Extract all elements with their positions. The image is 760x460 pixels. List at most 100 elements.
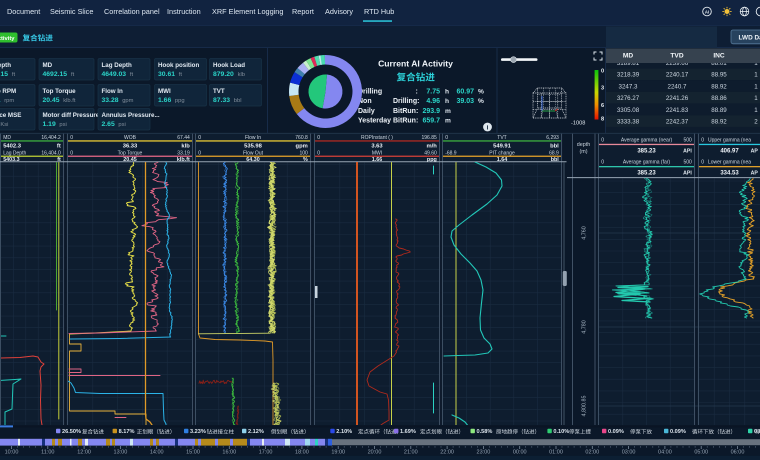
- svg-text:15:00: 15:00: [186, 450, 200, 456]
- svg-text:10:00: 10:00: [5, 450, 19, 456]
- svg-text:2240.7: 2240.7: [668, 83, 687, 90]
- svg-text:20.45: 20.45: [123, 157, 137, 163]
- svg-text:Average gamma (near): Average gamma (near): [621, 138, 673, 144]
- svg-text:Top Torque: Top Torque: [118, 151, 143, 157]
- svg-text:88.92: 88.92: [711, 83, 727, 90]
- svg-text:6,293: 6,293: [546, 135, 559, 141]
- svg-text:88.86: 88.86: [711, 95, 727, 102]
- svg-text:Seismic Slice: Seismic Slice: [50, 7, 93, 16]
- svg-text:406.97: 406.97: [720, 149, 739, 155]
- svg-text:33.19: 33.19: [177, 151, 190, 157]
- svg-text:h: h: [445, 98, 449, 105]
- svg-text:BitRun:: BitRun:: [393, 108, 418, 115]
- svg-text:88.95: 88.95: [711, 72, 727, 79]
- svg-text:293.9: 293.9: [422, 108, 440, 115]
- svg-text:Hook Load: Hook Load: [213, 62, 245, 69]
- svg-text:ft: ft: [12, 72, 16, 78]
- svg-text:535.98: 535.98: [244, 143, 263, 149]
- svg-text:0: 0: [70, 135, 73, 141]
- svg-text:rpm: rpm: [4, 98, 14, 104]
- svg-text:%: %: [303, 157, 308, 163]
- svg-text:0: 0: [317, 135, 320, 141]
- svg-text:68.9: 68.9: [549, 151, 559, 157]
- svg-text:88.89: 88.89: [711, 107, 727, 114]
- svg-text:bbl: bbl: [550, 143, 559, 149]
- svg-text:60.97: 60.97: [456, 89, 474, 96]
- svg-text:16,404.2: 16,404.2: [41, 135, 61, 141]
- svg-text:3305.08: 3305.08: [617, 107, 640, 114]
- svg-text:385.23: 385.23: [637, 171, 656, 177]
- svg-text:Pump RPM: Pump RPM: [0, 88, 16, 95]
- svg-text:4,800.85: 4,800.85: [582, 396, 588, 417]
- svg-text:16,404.0: 16,404.0: [41, 151, 61, 157]
- svg-text:18:00: 18:00: [295, 450, 309, 456]
- svg-text:87.33: 87.33: [213, 97, 230, 104]
- svg-text:4,760: 4,760: [582, 226, 588, 240]
- svg-text:1.66: 1.66: [158, 97, 171, 104]
- svg-text:88.01: 88.01: [711, 60, 727, 67]
- svg-text:Top Torque: Top Torque: [43, 88, 77, 95]
- svg-text:AP: AP: [751, 149, 759, 155]
- svg-text:ft: ft: [71, 72, 75, 78]
- svg-text:4693.15: 4693.15: [0, 71, 8, 78]
- svg-text:6: 6: [601, 103, 604, 109]
- svg-text:549.91: 549.91: [493, 143, 512, 149]
- svg-text:4649.03: 4649.03: [102, 71, 127, 78]
- svg-text:334.53: 334.53: [720, 171, 739, 177]
- svg-text:1: 1: [754, 83, 758, 90]
- svg-text:Motor diff Pressure: Motor diff Pressure: [43, 112, 100, 119]
- svg-text:1.64: 1.64: [497, 157, 508, 163]
- svg-text:INC: INC: [713, 53, 725, 60]
- svg-text:Ksi: Ksi: [0, 122, 8, 128]
- svg-text:39.03: 39.03: [456, 98, 474, 105]
- svg-text:-68.9: -68.9: [445, 151, 457, 157]
- svg-text:22:00: 22:00: [440, 450, 454, 456]
- svg-text:3.23%: 3.23%: [190, 429, 206, 435]
- svg-text:Daily: Daily: [358, 108, 375, 115]
- svg-text:2240.17: 2240.17: [666, 72, 689, 79]
- svg-text:2.65: 2.65: [102, 121, 115, 128]
- svg-text:0.09%: 0.09%: [670, 429, 686, 435]
- svg-text:1: 1: [754, 72, 758, 79]
- svg-text:API: API: [683, 149, 692, 155]
- svg-text:1: 1: [754, 107, 758, 114]
- svg-text:1.19: 1.19: [43, 121, 56, 128]
- svg-text:MWI: MWI: [158, 88, 171, 95]
- svg-text:0: 0: [601, 159, 604, 165]
- svg-text:Flow Out: Flow Out: [243, 151, 264, 157]
- svg-text:500: 500: [683, 138, 692, 144]
- svg-text:2241.83: 2241.83: [666, 107, 689, 114]
- svg-text:klb: klb: [238, 72, 245, 78]
- svg-text:BitRun:: BitRun:: [393, 118, 418, 125]
- svg-text:ppg: ppg: [175, 98, 185, 104]
- svg-text:m/h: m/h: [426, 143, 437, 149]
- svg-text:Hook position: Hook position: [158, 62, 199, 69]
- svg-text:30.61: 30.61: [158, 71, 175, 78]
- svg-text:MD: MD: [623, 53, 633, 60]
- svg-text:XRF Element Logging: XRF Element Logging: [212, 7, 283, 16]
- svg-text:Drilling:: Drilling:: [393, 98, 419, 105]
- svg-text:3276.27: 3276.27: [617, 95, 640, 102]
- svg-text:3: 3: [601, 86, 604, 92]
- svg-text:TVD: TVD: [670, 53, 683, 60]
- svg-text:3.63: 3.63: [371, 143, 383, 149]
- svg-text:bbl: bbl: [551, 157, 560, 163]
- svg-text:MD: MD: [43, 62, 53, 69]
- svg-text:Correlation panel: Correlation panel: [104, 7, 160, 16]
- svg-text:Instruction: Instruction: [167, 7, 201, 16]
- svg-text:psi: psi: [118, 122, 125, 128]
- svg-text:ft: ft: [130, 72, 134, 78]
- svg-text:m: m: [445, 108, 451, 115]
- svg-text:49.60: 49.60: [424, 151, 437, 157]
- svg-text:0: 0: [198, 135, 201, 141]
- svg-text:05:00: 05:00: [694, 450, 708, 456]
- svg-text:64.21: 64.21: [0, 97, 1, 104]
- svg-text:gpm: gpm: [296, 143, 308, 149]
- svg-text:3189.81: 3189.81: [617, 60, 640, 67]
- svg-text:gpm: gpm: [122, 98, 133, 104]
- svg-text:h: h: [445, 89, 449, 96]
- svg-text:16:00: 16:00: [222, 450, 236, 456]
- svg-text:20:00: 20:00: [368, 450, 382, 456]
- svg-text:3247.3: 3247.3: [619, 83, 638, 90]
- svg-text:4692.15: 4692.15: [43, 71, 68, 78]
